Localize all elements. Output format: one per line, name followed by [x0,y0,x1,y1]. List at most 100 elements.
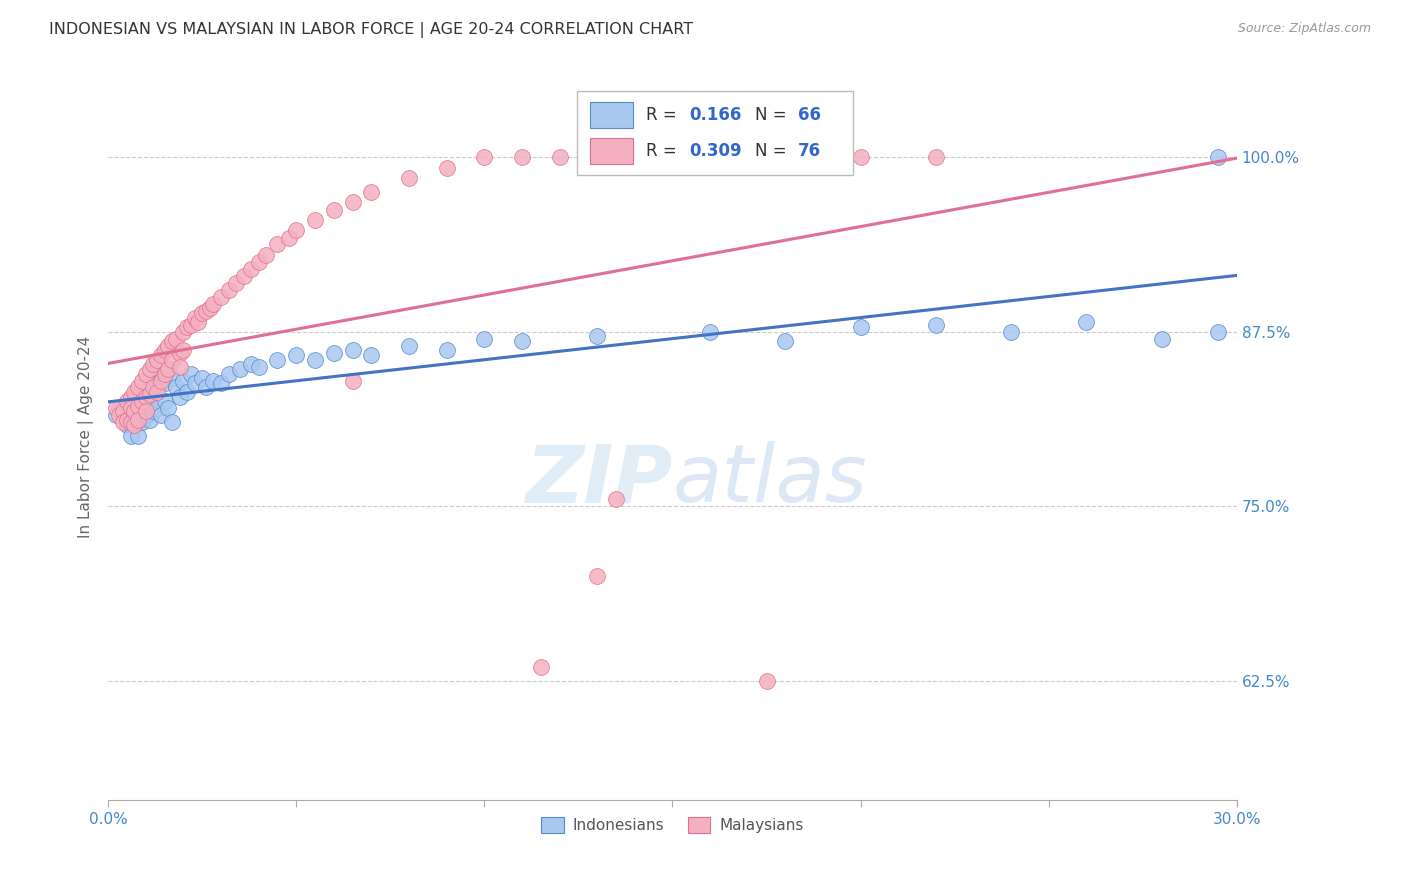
Point [586,150,609,164]
Point [849,150,872,164]
Point [755,150,778,164]
Point [146,352,169,367]
Point [135,390,157,404]
Point [218,367,240,381]
Point [153,367,176,381]
Point [232,268,254,283]
Point [176,384,198,399]
Point [183,376,205,391]
Point [149,348,172,362]
Point [120,390,142,404]
Point [131,374,153,388]
Point [285,222,308,236]
Point [160,370,183,384]
Point [240,261,263,276]
Point [131,416,153,430]
Point [142,374,165,388]
Point [304,352,326,367]
Point [146,380,169,394]
Point [153,376,176,391]
Point [1206,325,1229,339]
Point [124,418,146,433]
Point [135,367,157,381]
Point [530,660,553,674]
Point [124,416,146,430]
Point [135,399,157,413]
Point [160,416,183,430]
Point [138,362,160,376]
Point [169,345,191,359]
Point [149,374,172,388]
Point [277,231,299,245]
Text: Source: ZipAtlas.com: Source: ZipAtlas.com [1237,22,1371,36]
Point [202,374,225,388]
Point [304,212,326,227]
Point [104,401,127,416]
Point [1150,332,1173,346]
Point [849,320,872,334]
Point [153,394,176,409]
Point [120,429,142,443]
Point [510,334,533,349]
Point [180,318,202,332]
Point [142,404,165,418]
Point [436,161,458,175]
Point [108,409,131,423]
Point [138,412,160,426]
Point [138,387,160,401]
Point [120,412,142,426]
Point [209,290,232,304]
Y-axis label: In Labor Force | Age 20-24: In Labor Force | Age 20-24 [79,335,94,538]
Point [142,380,165,394]
Point [112,416,135,430]
Text: 0.309: 0.309 [689,142,742,160]
Point [127,429,149,443]
Point [436,343,458,357]
Point [115,394,138,409]
Text: atlas: atlas [672,441,868,519]
Text: R =: R = [647,142,682,160]
Point [510,150,533,164]
Point [135,409,157,423]
Point [124,404,146,418]
Point [322,202,344,217]
Point [254,248,277,262]
Point [247,254,270,268]
Point [157,362,180,376]
Point [586,569,609,583]
FancyBboxPatch shape [576,91,853,175]
Point [124,394,146,409]
Point [176,320,198,334]
Point [1206,150,1229,164]
Point [149,409,172,423]
Point [699,325,721,339]
Point [142,357,165,371]
Point [472,150,495,164]
Point [115,412,138,426]
Point [157,401,180,416]
Point [124,404,146,418]
Point [342,194,364,209]
Point [661,150,683,164]
Point [240,357,263,371]
Point [157,362,180,376]
Point [775,334,797,349]
Text: ZIP: ZIP [524,441,672,519]
Point [135,404,157,418]
Point [191,306,214,320]
Point [187,315,209,329]
Point [285,348,308,362]
Point [755,673,778,688]
Point [172,325,194,339]
Point [229,362,252,376]
Point [112,404,135,418]
Point [172,343,194,357]
Point [165,332,187,346]
Point [124,384,146,399]
Point [1000,325,1022,339]
Point [169,359,191,374]
Point [194,303,217,318]
Point [108,401,131,416]
Point [925,318,948,332]
Point [218,283,240,297]
